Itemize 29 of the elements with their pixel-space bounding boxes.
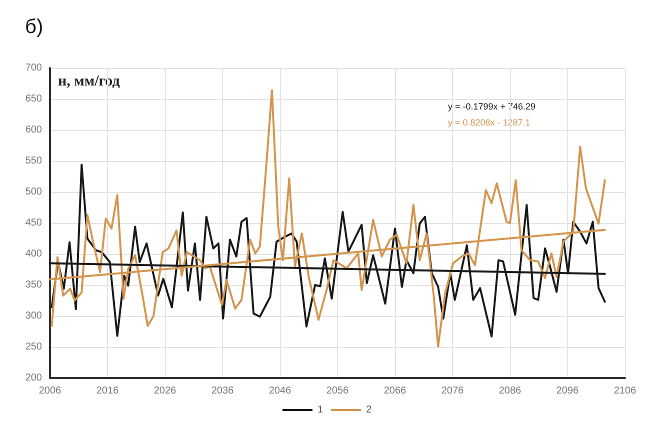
- x-tick-label: 2056: [326, 386, 350, 396]
- y-tick-label: 650: [25, 94, 42, 104]
- x-tick-label: 2016: [96, 386, 120, 396]
- y-tick-label: 600: [25, 124, 42, 136]
- y-tick-label: 300: [25, 310, 42, 322]
- x-tick-label: 2036: [211, 386, 234, 396]
- x-tick-label: 2076: [441, 386, 464, 396]
- line-series: [50, 164, 606, 338]
- x-tick-label: 2006: [38, 386, 62, 396]
- y-tick-label: 500: [25, 186, 42, 198]
- x-tick-label: 2066: [384, 386, 407, 396]
- y-tick-label: 450: [25, 218, 42, 228]
- y-axis-title: н, мм/год: [58, 74, 120, 90]
- x-tick-label: 2106: [614, 386, 637, 396]
- legend-label: 1: [317, 404, 324, 416]
- line-series: [50, 89, 606, 348]
- x-tick-label: 2046: [268, 386, 292, 396]
- y-tick-label: 350: [25, 280, 42, 290]
- chart-title: б): [25, 16, 44, 38]
- y-tick-label: 700: [25, 62, 42, 74]
- legend-label: 2: [366, 404, 372, 416]
- y-tick-label: 250: [25, 342, 42, 352]
- x-tick-label: 2086: [498, 386, 522, 396]
- y-tick-label: 400: [25, 248, 42, 260]
- y-tick-label: 550: [25, 156, 42, 166]
- x-tick-label: 2096: [556, 386, 580, 396]
- annotation: y = 0.8208x - 1287.1: [448, 118, 530, 128]
- x-tick-label: 2026: [154, 386, 177, 396]
- y-tick-label: 200: [25, 372, 42, 384]
